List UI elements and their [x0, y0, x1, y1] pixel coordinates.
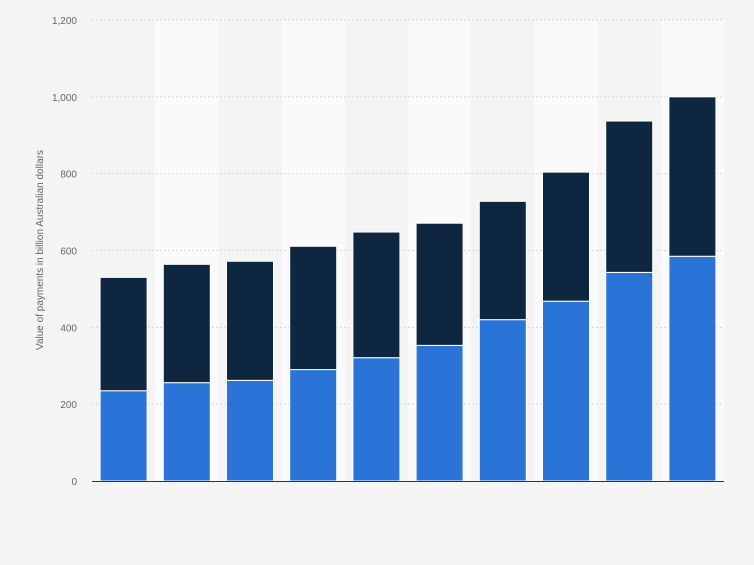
- bar-segment-lower: [478, 319, 527, 482]
- bar-segment-lower: [99, 390, 148, 482]
- bars: [99, 96, 717, 482]
- bar-segment-upper: [415, 222, 464, 346]
- bar-segment-upper: [478, 200, 527, 321]
- bar-segment-upper: [289, 245, 338, 371]
- bar-segment-lower: [415, 344, 464, 482]
- y-tick-label: 600: [60, 247, 77, 258]
- y-tick-label: 200: [60, 400, 77, 411]
- bar-segment-upper: [226, 260, 274, 381]
- bar-segment-lower: [162, 382, 211, 482]
- bar-segment-upper: [352, 231, 401, 359]
- bar-segment-upper: [605, 120, 654, 273]
- y-tick-label: 0: [71, 477, 77, 488]
- bar-segment-lower: [226, 379, 274, 482]
- bar-segment-lower: [289, 369, 338, 482]
- y-tick-label: 1,200: [52, 16, 77, 27]
- y-tick-label: 1,000: [52, 93, 77, 104]
- y-tick-label: 800: [60, 170, 77, 181]
- bar-segment-upper: [162, 263, 211, 384]
- bar-segment-upper: [668, 96, 717, 257]
- y-axis-label: Value of payments in billion Australian …: [35, 150, 46, 350]
- bar-segment-lower: [542, 300, 590, 482]
- y-tick-label: 400: [60, 323, 77, 334]
- bar-segment-lower: [605, 271, 654, 482]
- y-tick-labels: 0 200 400 600 800 1,000 1,200: [52, 16, 77, 488]
- bar-segment-upper: [542, 171, 590, 302]
- bar-segment-upper: [99, 276, 148, 392]
- bar-segment-lower: [668, 255, 717, 482]
- bar-segment-lower: [352, 357, 401, 482]
